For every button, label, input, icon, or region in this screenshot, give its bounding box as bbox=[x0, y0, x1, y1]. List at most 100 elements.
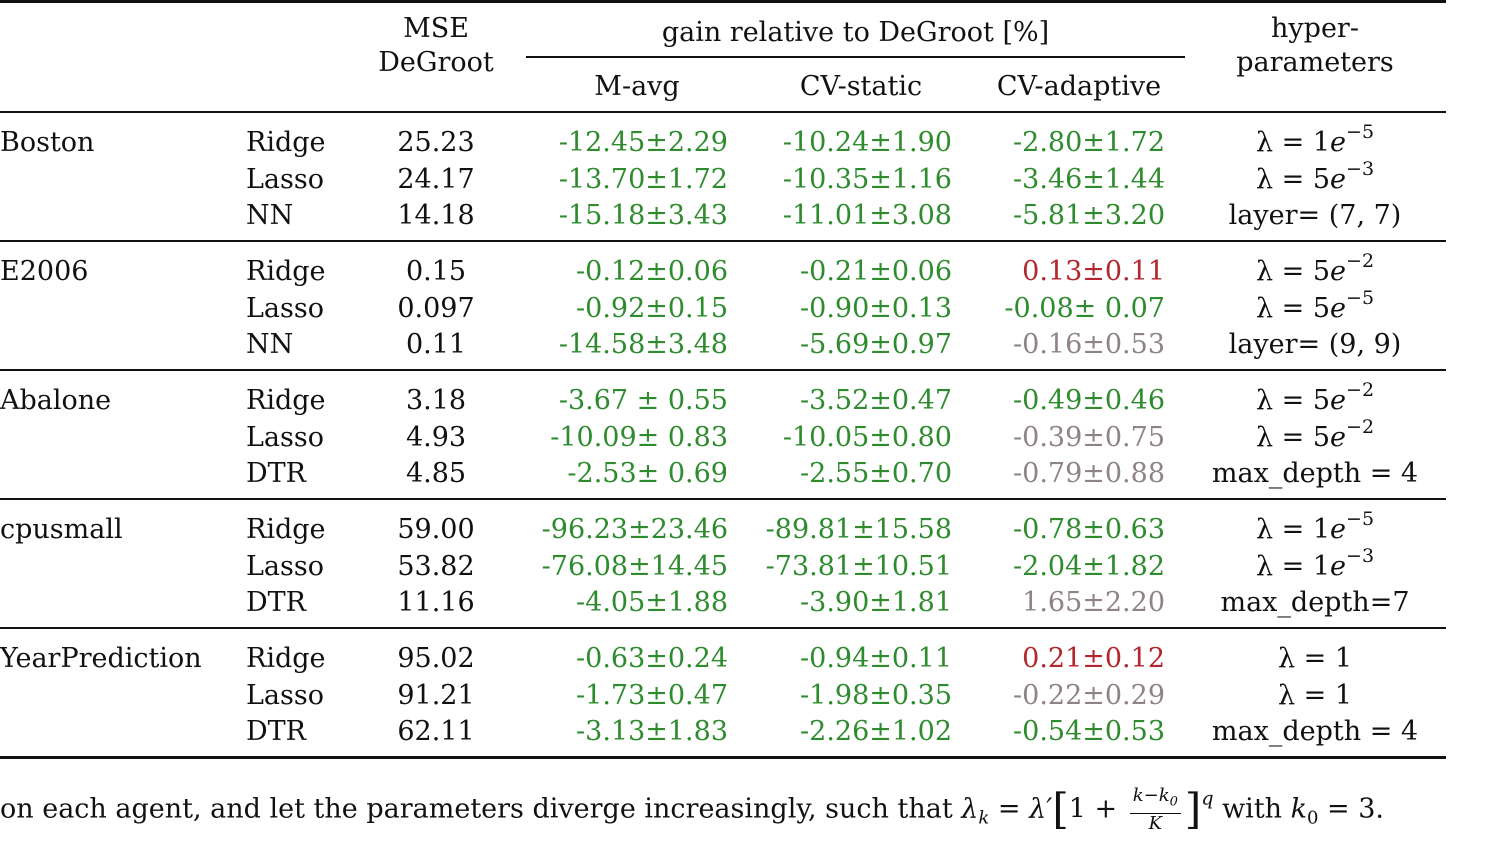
header-bottom-rule bbox=[0, 111, 1446, 113]
hyperparameter-value: λ = 1 bbox=[1195, 678, 1435, 714]
cvadaptive-value: -0.54±0.53 bbox=[1013, 716, 1165, 747]
cvadaptive-value: 1.65±2.20 bbox=[1022, 587, 1165, 618]
hyperparameter-text: max_depth=7 bbox=[1220, 587, 1410, 618]
model-name: NN bbox=[246, 200, 294, 231]
one-plus: 1 + bbox=[1068, 793, 1126, 825]
close-bracket: ] bbox=[1184, 784, 1202, 834]
cvadaptive-value: -0.79±0.88 bbox=[1013, 458, 1165, 489]
paragraph-text-after: = 3. bbox=[1318, 793, 1385, 825]
hyperparameter-text: λ = 1 bbox=[1255, 550, 1331, 582]
hyperparameter-var: e bbox=[1330, 256, 1347, 287]
hyperparameter-var: e bbox=[1330, 292, 1347, 324]
mavg-value: -76.08±14.45 bbox=[541, 550, 728, 582]
mavg-value: -15.18±3.43 bbox=[558, 200, 728, 231]
model-name: Ridge bbox=[246, 514, 326, 545]
lambda-k-sub: k bbox=[978, 807, 990, 829]
mse-value: 91.21 bbox=[397, 679, 475, 711]
model-name: Ridge bbox=[246, 385, 326, 416]
hyperparameter-exponent: −2 bbox=[1346, 250, 1375, 272]
hyperparameter-exponent: −5 bbox=[1346, 508, 1375, 530]
hyperparameter-text: λ = 5 bbox=[1255, 163, 1331, 195]
gain-header-rule bbox=[526, 56, 1185, 58]
model-name: Ridge bbox=[246, 127, 326, 158]
mavg-value: -3.13±1.83 bbox=[576, 716, 728, 747]
hyperparameter-text: λ = 1 bbox=[1255, 514, 1331, 545]
mse-value: 59.00 bbox=[397, 514, 475, 545]
hyperparameter-text: layer= (7, 7) bbox=[1228, 200, 1402, 231]
mse-value: 62.11 bbox=[397, 716, 475, 747]
hyperparameter-value: max_depth = 4 bbox=[1195, 456, 1435, 492]
hyperparameter-text: λ = 1 bbox=[1277, 679, 1353, 711]
exponent-q: q bbox=[1201, 787, 1214, 810]
table-bottom-rule bbox=[0, 756, 1446, 759]
cvstatic-value: -3.52±0.47 bbox=[800, 385, 952, 416]
hyperparameter-text: layer= (9, 9) bbox=[1228, 329, 1402, 360]
dataset-name: Boston bbox=[0, 127, 95, 158]
hyperparameter-var: e bbox=[1330, 421, 1347, 453]
lambda-k: λ bbox=[961, 793, 979, 825]
hyperparameter-value: λ = 5e−2 bbox=[1195, 417, 1435, 456]
mavg-value: -0.63±0.24 bbox=[576, 643, 728, 674]
hyperparameter-text: λ = 5 bbox=[1255, 385, 1331, 416]
hyperparameter-var: e bbox=[1330, 163, 1347, 195]
mavg-value: -1.73±0.47 bbox=[576, 679, 728, 711]
mse-value: 11.16 bbox=[397, 587, 475, 618]
cvstatic-value: -10.24±1.90 bbox=[782, 127, 952, 158]
mse-value: 53.82 bbox=[397, 550, 475, 582]
cvstatic-value: -10.05±0.80 bbox=[782, 421, 952, 453]
col-header-cvadaptive: CV-adaptive bbox=[996, 71, 1162, 102]
dataset-name: E2006 bbox=[0, 256, 89, 287]
mavg-value: -2.53± 0.69 bbox=[567, 458, 728, 489]
model-name: Lasso bbox=[246, 292, 324, 324]
hyperparameter-text: λ = 5 bbox=[1255, 421, 1331, 453]
mse-header: MSE DeGroot bbox=[356, 12, 516, 80]
hyperparameter-exponent: −5 bbox=[1346, 286, 1375, 309]
hyperparameter-value: λ = 5e−5 bbox=[1195, 288, 1435, 327]
hyperparameter-value: λ = 5e−2 bbox=[1195, 381, 1435, 419]
cvadaptive-value: -3.46±1.44 bbox=[1013, 163, 1165, 195]
hyperparameter-text: λ = 5 bbox=[1255, 256, 1331, 287]
hyperparameter-value: λ = 1e−5 bbox=[1195, 123, 1435, 161]
mavg-value: -4.05±1.88 bbox=[576, 587, 728, 618]
hyperparameter-text: λ = 1 bbox=[1255, 127, 1331, 158]
mavg-value: -12.45±2.29 bbox=[558, 127, 728, 158]
hyperparameter-text: λ = 5 bbox=[1255, 292, 1331, 324]
hyperparameter-text: max_depth = 4 bbox=[1211, 716, 1419, 747]
dataset-name: cpusmall bbox=[0, 514, 123, 545]
hyperparameter-exponent: −2 bbox=[1346, 415, 1375, 438]
hyperparameter-exponent: −2 bbox=[1346, 379, 1375, 401]
hyper-header-line2: parameters bbox=[1236, 47, 1394, 78]
k0-var: k bbox=[1290, 793, 1308, 825]
cvstatic-value: -2.26±1.02 bbox=[800, 716, 952, 747]
hyperparameter-value: λ = 5e−3 bbox=[1195, 159, 1435, 198]
col-header-mavg: M-avg bbox=[594, 71, 680, 102]
fraction-numerator-sub: 0 bbox=[1169, 794, 1178, 810]
mse-value: 0.097 bbox=[397, 292, 475, 324]
with-text: with bbox=[1213, 793, 1291, 825]
cvstatic-value: -0.21±0.06 bbox=[800, 256, 952, 287]
mse-value: 3.18 bbox=[405, 385, 467, 416]
mse-value: 0.11 bbox=[405, 329, 467, 360]
cvadaptive-value: -0.49±0.46 bbox=[1013, 385, 1165, 416]
cvadaptive-value: -0.39±0.75 bbox=[1013, 421, 1165, 453]
cvadaptive-value: -2.80±1.72 bbox=[1013, 127, 1165, 158]
hyper-header-line1: hyper- bbox=[1271, 13, 1359, 44]
mavg-value: -13.70±1.72 bbox=[558, 163, 728, 195]
lambda-prime: λ′ bbox=[1029, 793, 1053, 825]
body-paragraph: on each agent, and let the parameters di… bbox=[0, 786, 1384, 839]
cvadaptive-value: 0.21±0.12 bbox=[1022, 643, 1165, 674]
hyperparameter-var: e bbox=[1330, 385, 1347, 416]
model-name: Lasso bbox=[246, 421, 324, 453]
mse-value: 14.18 bbox=[397, 200, 475, 231]
hyperparameter-value: λ = 5e−2 bbox=[1195, 252, 1435, 290]
mse-value: 25.23 bbox=[397, 127, 475, 158]
fraction: k−k0 K bbox=[1129, 786, 1181, 834]
cvstatic-value: -1.98±0.35 bbox=[800, 679, 952, 711]
dataset-name: YearPrediction bbox=[0, 643, 202, 674]
mse-value: 4.85 bbox=[405, 458, 467, 489]
mse-header-line1: MSE bbox=[403, 13, 469, 44]
cvstatic-value: -11.01±3.08 bbox=[782, 200, 952, 231]
hyperparameter-value: λ = 1e−5 bbox=[1195, 510, 1435, 548]
cvadaptive-value: -0.78±0.63 bbox=[1013, 514, 1165, 545]
mavg-value: -0.12±0.06 bbox=[576, 256, 728, 287]
